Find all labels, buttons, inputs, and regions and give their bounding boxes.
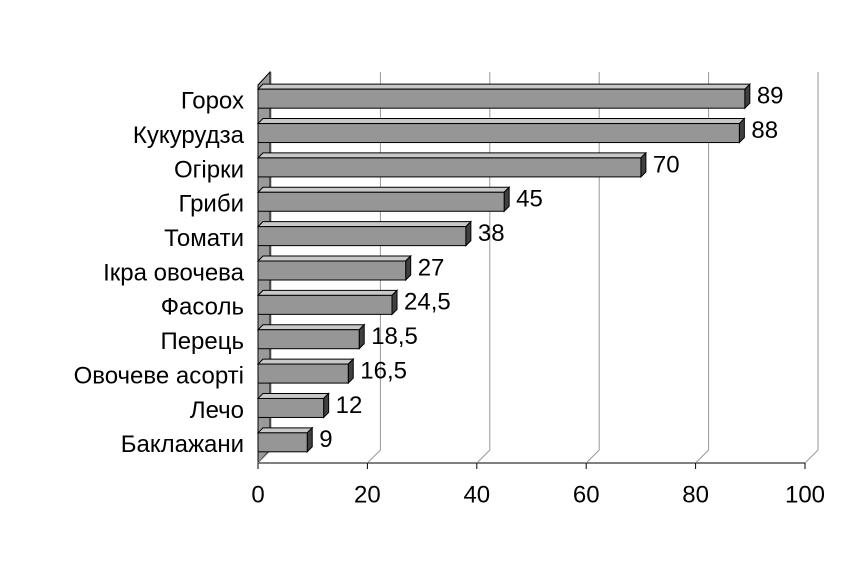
value-label: 89 — [757, 83, 784, 110]
bar-top — [256, 118, 746, 125]
bar — [257, 157, 642, 178]
y-tick-label: Горох — [181, 88, 244, 115]
bar — [257, 397, 325, 418]
grid-line — [695, 72, 710, 464]
value-label: 16,5 — [360, 357, 407, 384]
x-tick-label: 60 — [573, 481, 600, 508]
y-tick-label: Гриби — [178, 191, 244, 218]
bar — [257, 329, 360, 350]
bar — [257, 88, 746, 109]
y-tick-label: Фасоль — [161, 294, 244, 321]
bar-top — [256, 83, 752, 90]
x-tick-label: 40 — [463, 481, 490, 508]
bar-top — [256, 186, 511, 193]
y-tick-label: Томати — [164, 225, 244, 252]
value-label: 70 — [653, 151, 680, 178]
value-label: 45 — [516, 186, 543, 213]
value-label: 18,5 — [371, 323, 418, 350]
x-tick-label: 0 — [251, 481, 264, 508]
value-label: 38 — [478, 220, 505, 247]
value-label: 88 — [751, 117, 778, 144]
value-label: 9 — [319, 426, 332, 453]
bar-side — [323, 392, 330, 419]
grid-line — [804, 72, 819, 464]
bar — [257, 432, 308, 453]
y-tick-label: Овочеве асорті — [74, 362, 244, 389]
y-tick-label: Перець — [160, 328, 244, 355]
bar-top — [256, 152, 648, 159]
bar-side — [640, 151, 647, 179]
bar-side — [744, 82, 751, 110]
bar — [257, 123, 740, 144]
bar-side — [391, 289, 398, 316]
bar-side — [503, 186, 510, 213]
bar — [257, 294, 393, 315]
y-tick-label: Ікра овочева — [103, 259, 245, 286]
bar-side — [358, 323, 365, 350]
bar — [257, 260, 407, 281]
bar-side — [405, 254, 412, 282]
x-tick-label: 20 — [354, 481, 381, 508]
bar-side — [347, 357, 354, 385]
bar-side — [306, 426, 313, 454]
y-tick-label: Баклажани — [121, 431, 244, 458]
value-label: 27 — [418, 254, 445, 281]
bar-side — [465, 220, 472, 247]
bar — [257, 363, 349, 384]
x-tick-label: 100 — [785, 481, 825, 508]
bar-top — [256, 289, 399, 296]
bar — [257, 191, 505, 212]
bar-top — [256, 427, 314, 434]
value-label: 24,5 — [404, 289, 451, 316]
y-tick-label: Кукурудза — [133, 122, 245, 149]
grid-line — [585, 72, 600, 464]
bar-top — [256, 324, 366, 331]
bar-top — [256, 392, 330, 399]
bar-side — [738, 117, 745, 144]
bar — [257, 226, 467, 247]
y-tick-label: Огірки — [174, 156, 244, 183]
bar-top — [256, 358, 355, 365]
bar-top — [256, 255, 412, 262]
x-tick-label: 80 — [682, 481, 709, 508]
y-tick-label: Лечо — [190, 397, 244, 424]
value-label: 12 — [336, 392, 363, 419]
bar-top — [256, 221, 473, 228]
